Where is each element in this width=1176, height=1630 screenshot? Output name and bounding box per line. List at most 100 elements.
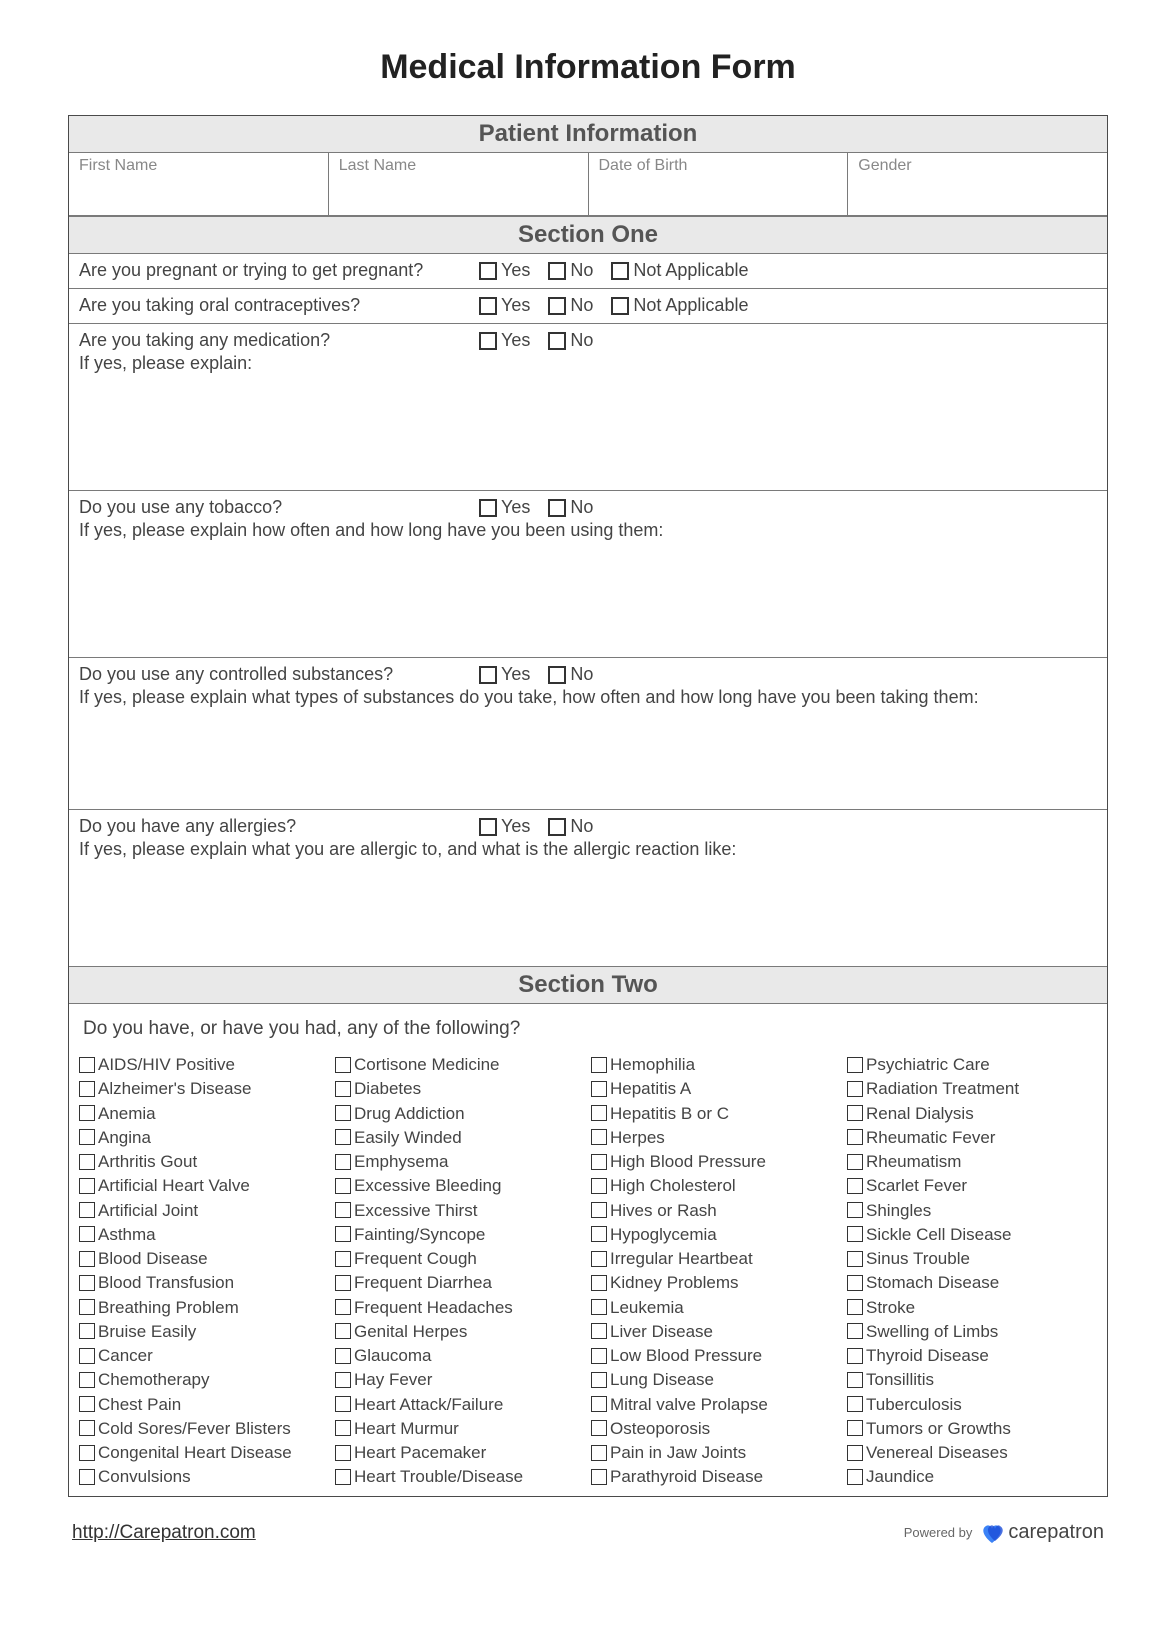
condition-item[interactable]: Hepatitis B or C xyxy=(591,1103,841,1124)
condition-item[interactable]: Heart Attack/Failure xyxy=(335,1394,585,1415)
condition-item[interactable]: Blood Transfusion xyxy=(79,1272,329,1293)
condition-item[interactable]: Venereal Diseases xyxy=(847,1442,1097,1463)
condition-item[interactable]: Bruise Easily xyxy=(79,1321,329,1342)
condition-item[interactable]: Fainting/Syncope xyxy=(335,1224,585,1245)
condition-item[interactable]: Swelling of Limbs xyxy=(847,1321,1097,1342)
condition-item[interactable]: Frequent Headaches xyxy=(335,1297,585,1318)
last-name-field[interactable]: Last Name xyxy=(329,153,589,215)
condition-item[interactable]: Mitral valve Prolapse xyxy=(591,1394,841,1415)
q-tobacco-textarea[interactable] xyxy=(79,541,1097,651)
page-title: Medical Information Form xyxy=(68,48,1108,87)
condition-item[interactable]: Radiation Treatment xyxy=(847,1078,1097,1099)
condition-item[interactable]: Heart Murmur xyxy=(335,1418,585,1439)
condition-item[interactable]: Cancer xyxy=(79,1345,329,1366)
condition-item[interactable]: Pain in Jaw Joints xyxy=(591,1442,841,1463)
q-tobacco-no[interactable]: No xyxy=(548,497,593,518)
q-pregnant-yes[interactable]: Yes xyxy=(479,260,530,281)
footer-url-link[interactable]: http://Carepatron.com xyxy=(72,1522,256,1544)
q-contraceptives-na[interactable]: Not Applicable xyxy=(611,295,748,316)
condition-item[interactable]: Easily Winded xyxy=(335,1127,585,1148)
q-tobacco-yes[interactable]: Yes xyxy=(479,497,530,518)
condition-item[interactable]: Parathyroid Disease xyxy=(591,1466,841,1487)
condition-item[interactable]: Excessive Thirst xyxy=(335,1200,585,1221)
condition-item[interactable]: Genital Herpes xyxy=(335,1321,585,1342)
condition-item[interactable]: Alzheimer's Disease xyxy=(79,1078,329,1099)
carepatron-logo: carepatron xyxy=(978,1521,1104,1545)
condition-label: Sickle Cell Disease xyxy=(866,1224,1012,1245)
q-substances-no[interactable]: No xyxy=(548,664,593,685)
condition-item[interactable]: Liver Disease xyxy=(591,1321,841,1342)
condition-item[interactable]: Glaucoma xyxy=(335,1345,585,1366)
condition-item[interactable]: Angina xyxy=(79,1127,329,1148)
condition-item[interactable]: Heart Trouble/Disease xyxy=(335,1466,585,1487)
condition-item[interactable]: Artificial Heart Valve xyxy=(79,1175,329,1196)
condition-item[interactable]: AIDS/HIV Positive xyxy=(79,1054,329,1075)
condition-item[interactable]: Drug Addiction xyxy=(335,1103,585,1124)
condition-item[interactable]: Shingles xyxy=(847,1200,1097,1221)
gender-field[interactable]: Gender xyxy=(848,153,1107,215)
condition-item[interactable]: Hepatitis A xyxy=(591,1078,841,1099)
first-name-field[interactable]: First Name xyxy=(69,153,329,215)
condition-item[interactable]: Sickle Cell Disease xyxy=(847,1224,1097,1245)
condition-item[interactable]: Diabetes xyxy=(335,1078,585,1099)
condition-item[interactable]: Sinus Trouble xyxy=(847,1248,1097,1269)
condition-item[interactable]: Anemia xyxy=(79,1103,329,1124)
q-contraceptives-yes[interactable]: Yes xyxy=(479,295,530,316)
q-medication-textarea[interactable] xyxy=(79,374,1097,484)
condition-item[interactable]: Frequent Diarrhea xyxy=(335,1272,585,1293)
condition-item[interactable]: Tonsillitis xyxy=(847,1369,1097,1390)
q-pregnant-na[interactable]: Not Applicable xyxy=(611,260,748,281)
condition-item[interactable]: Chest Pain xyxy=(79,1394,329,1415)
dob-field[interactable]: Date of Birth xyxy=(589,153,849,215)
condition-item[interactable]: Blood Disease xyxy=(79,1248,329,1269)
checkbox-icon xyxy=(335,1226,351,1242)
q-allergies-yes[interactable]: Yes xyxy=(479,816,530,837)
condition-item[interactable]: Low Blood Pressure xyxy=(591,1345,841,1366)
condition-item[interactable]: Psychiatric Care xyxy=(847,1054,1097,1075)
condition-item[interactable]: Cold Sores/Fever Blisters xyxy=(79,1418,329,1439)
condition-item[interactable]: Hay Fever xyxy=(335,1369,585,1390)
condition-item[interactable]: Stroke xyxy=(847,1297,1097,1318)
condition-item[interactable]: Artificial Joint xyxy=(79,1200,329,1221)
q-allergies-no[interactable]: No xyxy=(548,816,593,837)
condition-item[interactable]: Irregular Heartbeat xyxy=(591,1248,841,1269)
condition-item[interactable]: Hypoglycemia xyxy=(591,1224,841,1245)
condition-item[interactable]: Scarlet Fever xyxy=(847,1175,1097,1196)
condition-item[interactable]: Tumors or Growths xyxy=(847,1418,1097,1439)
condition-item[interactable]: Thyroid Disease xyxy=(847,1345,1097,1366)
condition-item[interactable]: Tuberculosis xyxy=(847,1394,1097,1415)
condition-item[interactable]: Excessive Bleeding xyxy=(335,1175,585,1196)
condition-item[interactable]: Lung Disease xyxy=(591,1369,841,1390)
condition-item[interactable]: Frequent Cough xyxy=(335,1248,585,1269)
q-contraceptives-no[interactable]: No xyxy=(548,295,593,316)
condition-item[interactable]: Hemophilia xyxy=(591,1054,841,1075)
condition-item[interactable]: Emphysema xyxy=(335,1151,585,1172)
condition-item[interactable]: Convulsions xyxy=(79,1466,329,1487)
q-substances-yes[interactable]: Yes xyxy=(479,664,530,685)
condition-item[interactable]: Arthritis Gout xyxy=(79,1151,329,1172)
condition-item[interactable]: Rheumatic Fever xyxy=(847,1127,1097,1148)
condition-item[interactable]: Chemotherapy xyxy=(79,1369,329,1390)
q-medication-no[interactable]: No xyxy=(548,330,593,351)
condition-item[interactable]: Kidney Problems xyxy=(591,1272,841,1293)
condition-item[interactable]: Asthma xyxy=(79,1224,329,1245)
condition-item[interactable]: Herpes xyxy=(591,1127,841,1148)
condition-label: Stomach Disease xyxy=(866,1272,999,1293)
q-substances-textarea[interactable] xyxy=(79,708,1097,803)
condition-item[interactable]: Jaundice xyxy=(847,1466,1097,1487)
q-pregnant-no[interactable]: No xyxy=(548,260,593,281)
condition-item[interactable]: Renal Dialysis xyxy=(847,1103,1097,1124)
condition-item[interactable]: Stomach Disease xyxy=(847,1272,1097,1293)
condition-item[interactable]: Hives or Rash xyxy=(591,1200,841,1221)
condition-item[interactable]: Osteoporosis xyxy=(591,1418,841,1439)
condition-item[interactable]: High Cholesterol xyxy=(591,1175,841,1196)
condition-item[interactable]: Leukemia xyxy=(591,1297,841,1318)
condition-item[interactable]: Breathing Problem xyxy=(79,1297,329,1318)
q-medication-yes[interactable]: Yes xyxy=(479,330,530,351)
condition-item[interactable]: High Blood Pressure xyxy=(591,1151,841,1172)
condition-item[interactable]: Congenital Heart Disease xyxy=(79,1442,329,1463)
condition-item[interactable]: Cortisone Medicine xyxy=(335,1054,585,1075)
condition-item[interactable]: Heart Pacemaker xyxy=(335,1442,585,1463)
q-allergies-textarea[interactable] xyxy=(79,860,1097,960)
condition-item[interactable]: Rheumatism xyxy=(847,1151,1097,1172)
